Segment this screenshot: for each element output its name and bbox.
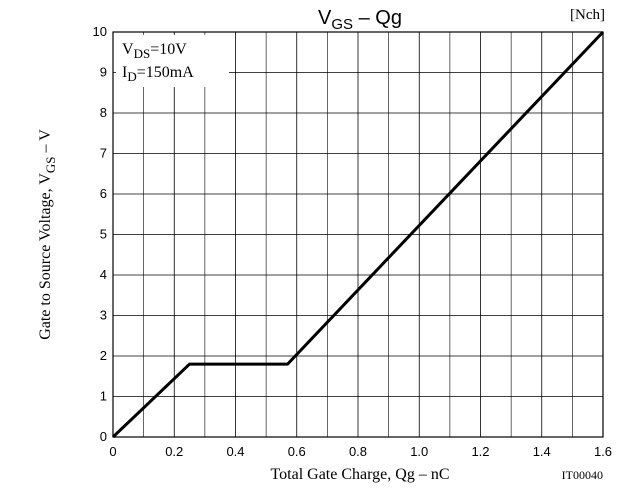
x-tick-label: 1.0	[410, 444, 428, 459]
condition-label: ID=150mA	[122, 64, 194, 84]
y-tick-label: 0	[100, 429, 107, 444]
y-tick-label: 9	[100, 65, 107, 80]
y-tick-label: 2	[100, 348, 107, 363]
x-tick-label: 0.2	[165, 444, 183, 459]
ylabel-sub: GS	[43, 157, 58, 174]
ylabel-main: Gate to Source Voltage, V	[37, 173, 54, 340]
grid	[112, 31, 604, 438]
y-axis-label: Gate to Source Voltage, VGS – V	[37, 129, 58, 340]
title-main: V	[318, 7, 332, 29]
y-tick-label: 3	[100, 308, 107, 323]
y-tick-label: 5	[100, 227, 107, 242]
y-tick-label: 10	[93, 24, 107, 39]
ylabel-rest: – V	[37, 129, 54, 157]
y-tick-label: 1	[100, 389, 107, 404]
condition-label: VDS=10V	[122, 41, 187, 61]
channel-tag: [Nch]	[570, 7, 605, 23]
conditions: VDS=10V ID=150mA	[122, 41, 194, 84]
y-tick-label: 6	[100, 186, 107, 201]
title-rest: – Qg	[353, 7, 402, 29]
x-tick-label: 1.2	[471, 444, 489, 459]
y-tick-label: 7	[100, 146, 107, 161]
x-tick-label: 0.4	[226, 444, 244, 459]
x-tick-label: 1.4	[533, 444, 551, 459]
x-tick-label: 0	[109, 444, 116, 459]
x-axis-label: Total Gate Charge, Qg – nC	[271, 466, 450, 483]
x-tick-label: 0.8	[349, 444, 367, 459]
x-tick-label: 0.6	[288, 444, 306, 459]
title-sub: GS	[331, 16, 353, 33]
y-tick-label: 8	[100, 105, 107, 120]
series-line	[111, 30, 605, 439]
y-tick-label: 4	[100, 267, 107, 282]
chart-title: VGS – Qg	[318, 7, 402, 33]
figure-code: IT00040	[562, 468, 603, 482]
x-tick-label: 1.6	[594, 444, 612, 459]
y-tick-labels: 0 1 2 3 4 5 6 7 8 9 10	[93, 24, 107, 444]
plot-frame	[112, 31, 604, 438]
conditions-box	[116, 35, 229, 87]
series-layer	[111, 30, 605, 439]
x-tick-labels: 0 0.2 0.4 0.6 0.8 1.0 1.2 1.4 1.6	[109, 444, 612, 459]
